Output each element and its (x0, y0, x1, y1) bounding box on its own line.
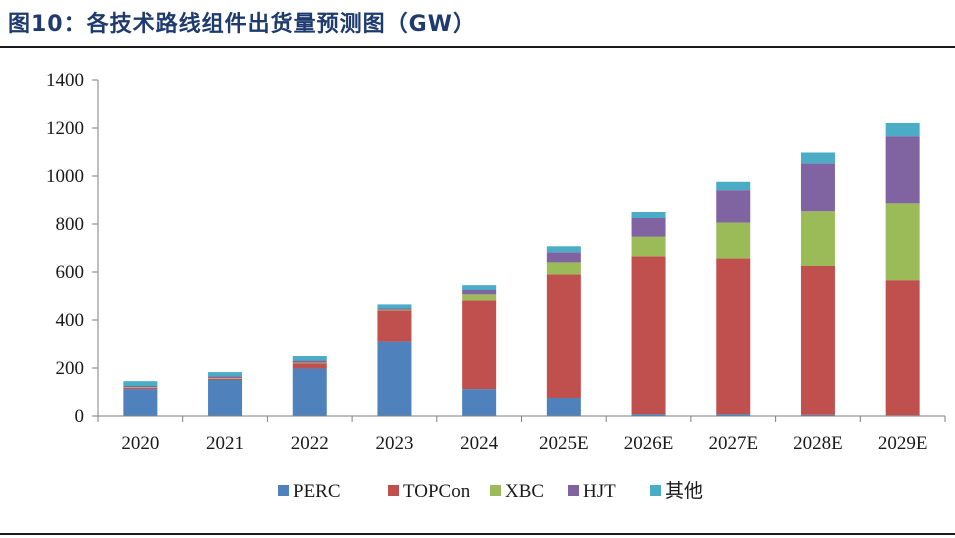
bar-segment-XBC-2020 (123, 387, 158, 388)
bar-segment-PERC-2021 (208, 380, 243, 416)
legend-swatch-TOPCon (388, 485, 399, 496)
bar-segment-TOPCon-2028E (800, 266, 835, 415)
legend-swatch-PERC (278, 485, 289, 496)
legend-swatch-XBC (490, 485, 501, 496)
bar-segment-其他-2020 (123, 381, 158, 386)
bar-segment-XBC-2022 (292, 362, 327, 364)
bar-segment-XBC-2025E (546, 262, 581, 275)
bar-segment-HJT-2024 (462, 290, 497, 295)
bar-segment-TOPCon-2024 (462, 300, 497, 390)
bar-segment-其他-2022 (292, 356, 327, 361)
bar-segment-PERC-2027E (716, 414, 751, 416)
bar-segment-TOPCon-2021 (208, 378, 243, 380)
y-tick-label: 200 (56, 358, 85, 379)
bottom-divider (0, 533, 955, 535)
y-tick-label: 600 (56, 262, 85, 283)
bar-segment-其他-2026E (631, 212, 666, 218)
bar-segment-其他-2027E (716, 181, 751, 191)
bar-segment-PERC-2026E (631, 414, 666, 416)
x-tick-label: 2029E (878, 433, 928, 454)
legend-swatch-其他 (650, 485, 661, 496)
x-tick-label: 2028E (793, 433, 843, 454)
legend-label-TOPCon: TOPCon (403, 481, 471, 502)
legend-label-HJT: HJT (583, 481, 616, 502)
bar-segment-TOPCon-2029E (885, 280, 920, 416)
axes: 0 200 400 600 800 1000 1200 1400 2020 2021 2022 202… (46, 70, 946, 454)
bar-segment-其他-2028E (800, 152, 835, 164)
bar-segment-TOPCon-2026E (631, 256, 666, 415)
bar-segment-PERC-2024 (462, 389, 497, 416)
legend-swatch-HJT (568, 485, 579, 496)
bar-segment-HJT-2021 (208, 376, 243, 379)
legend-label-XBC: XBC (505, 481, 544, 502)
title-divider (0, 46, 955, 48)
bar-segment-HJT-2029E (885, 136, 920, 204)
bar-segment-HJT-2020 (123, 386, 158, 388)
bar-segment-TOPCon-2025E (546, 274, 581, 398)
legend: PERC TOPCon XBC HJT 其他 (278, 480, 703, 502)
bar-segment-XBC-2024 (462, 294, 497, 301)
legend-label-其他: 其他 (665, 480, 703, 502)
bar-segment-XBC-2023 (377, 309, 412, 311)
bar-segment-其他-2024 (462, 285, 497, 290)
y-tick-label: 1200 (46, 118, 84, 139)
x-tick-label: 2025E (539, 433, 589, 454)
bar-segment-TOPCon-2027E (716, 258, 751, 415)
bar-segment-HJT-2025E (546, 252, 581, 263)
x-tick-label: 2026E (624, 433, 674, 454)
bar-segment-XBC-2029E (885, 203, 920, 281)
bar-segment-TOPCon-2022 (292, 363, 327, 369)
bar-segment-其他-2023 (377, 304, 412, 309)
x-tick-label: 2027E (708, 433, 758, 454)
bar-segment-TOPCon-2020 (123, 387, 158, 390)
bar-segment-其他-2025E (546, 246, 581, 253)
y-tick-label: 1400 (46, 70, 84, 91)
bar-segment-PERC-2022 (292, 368, 327, 416)
bar-segment-HJT-2023 (377, 308, 412, 310)
y-tick-label: 1000 (46, 166, 84, 187)
bar-segment-其他-2029E (885, 122, 920, 137)
bar-segment-PERC-2020 (123, 389, 158, 416)
bar-segment-XBC-2026E (631, 236, 666, 257)
y-tick-label: 0 (75, 406, 85, 427)
bar-segment-XBC-2027E (716, 222, 751, 259)
bar-segment-其他-2021 (208, 372, 243, 377)
bar-segment-HJT-2027E (716, 190, 751, 223)
x-tick-label: 2023 (375, 433, 413, 454)
y-tick-label: 400 (56, 310, 85, 331)
bar-segment-PERC-2025E (546, 398, 581, 416)
bar-segment-PERC-2023 (377, 341, 412, 416)
bar-segment-HJT-2022 (292, 360, 327, 363)
x-tick-label: 2022 (291, 433, 329, 454)
bar-segment-TOPCon-2023 (377, 310, 412, 342)
bar-segment-XBC-2028E (800, 211, 835, 266)
x-tick-label: 2024 (460, 433, 499, 454)
bar-segment-HJT-2026E (631, 218, 666, 237)
legend-label-PERC: PERC (293, 481, 341, 502)
bar-segment-XBC-2021 (208, 378, 243, 379)
y-tick-label: 800 (56, 214, 85, 235)
x-tick-label: 2020 (121, 433, 159, 454)
bar-segment-PERC-2028E (800, 414, 835, 416)
bar-area (123, 122, 920, 416)
bar-segment-HJT-2028E (800, 163, 835, 212)
x-tick-label: 2021 (206, 433, 244, 454)
figure-title: 图10：各技术路线组件出货量预测图（GW） (8, 12, 476, 37)
